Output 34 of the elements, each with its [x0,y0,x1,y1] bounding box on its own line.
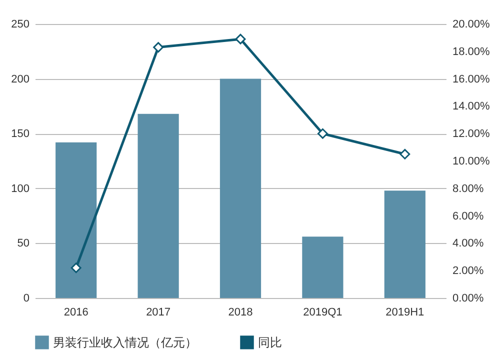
x-tick-label: 2018 [228,306,253,318]
y2-tick-label: 12.00% [452,128,490,140]
y2-tick-label: 10.00% [452,156,490,168]
x-tick-label: 2019Q1 [303,306,342,318]
point [153,42,164,53]
legend-label: 同比 [258,335,282,350]
bar [220,78,262,298]
y-tick-label: 250 [11,18,30,30]
x-tick-label: 2017 [146,306,171,318]
bar [384,190,426,298]
bar [56,142,97,298]
y-tick-label: 0 [23,292,30,304]
y2-tick-label: 0.00% [452,292,484,304]
point [317,128,328,139]
y2-tick-label: 20.00% [452,18,490,30]
legend-label: 男装行业收入情况（亿元） [53,335,197,350]
bar [302,236,344,298]
y-tick-label: 50 [17,238,30,250]
x-tick-label: 2016 [64,306,88,318]
y2-tick-label: 6.00% [452,210,484,222]
point [400,148,410,160]
y-tick-label: 200 [11,73,30,86]
point [70,262,82,274]
y-tick-label: 100 [11,182,30,195]
x-tick-label: 2019H1 [386,306,424,318]
bar [138,114,179,298]
y2-tick-label: 18.00% [452,46,490,58]
y2-tick-label: 16.00% [452,73,490,86]
y2-tick-label: 8.00% [452,182,484,195]
y2-tick-label: 2.00% [452,265,484,278]
y-tick-label: 150 [11,128,30,140]
y2-tick-label: 4.00% [452,238,484,250]
point [235,34,246,44]
y2-tick-label: 14.00% [452,100,490,113]
